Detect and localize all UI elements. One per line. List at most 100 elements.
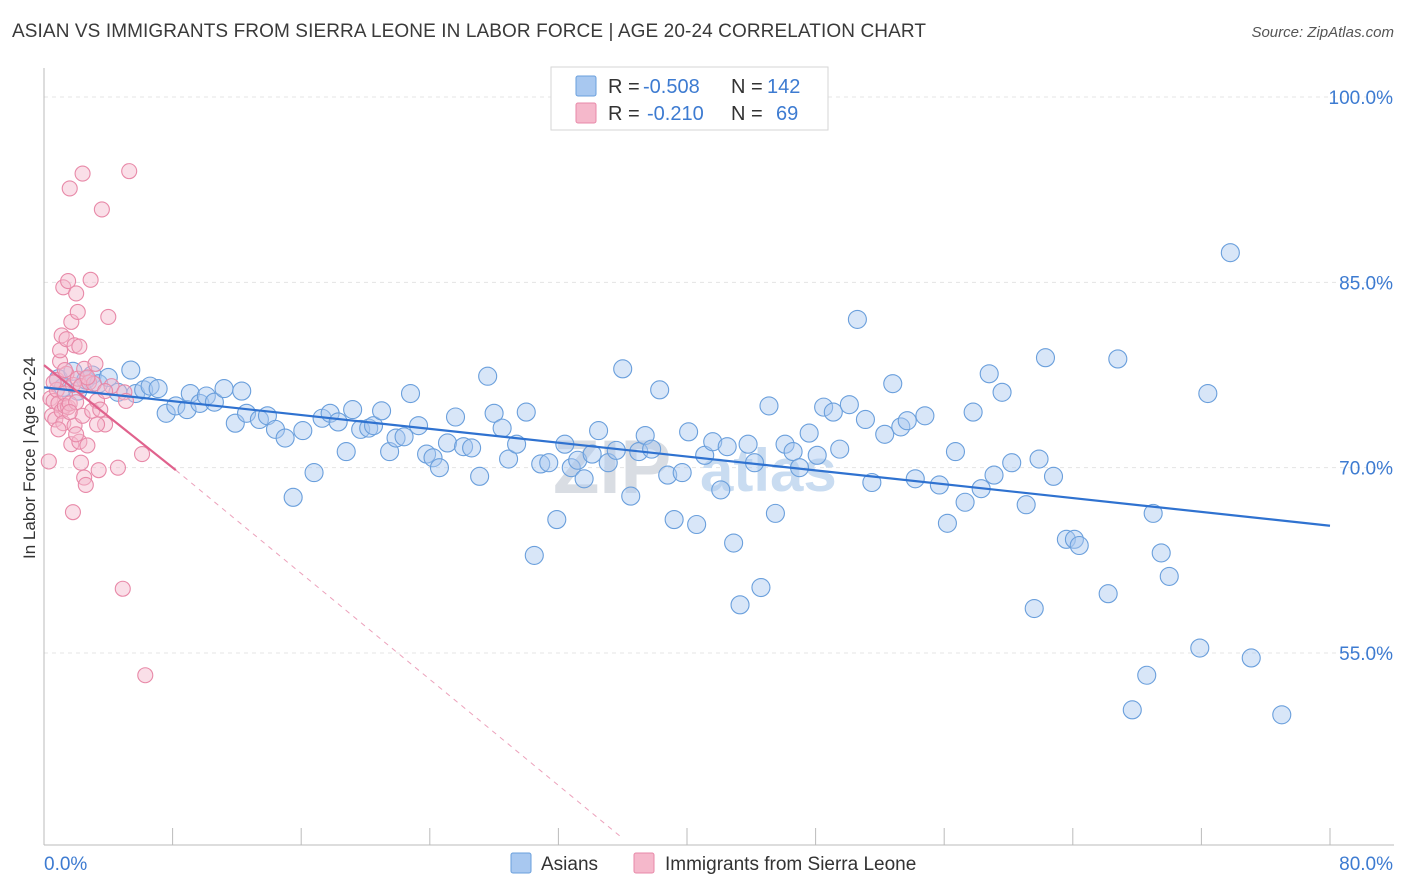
y-axis-label: In Labor Force | Age 20-24 [20,357,39,559]
bottom-legend-swatch-sierra-leone [633,852,655,874]
point-sierra-leone [85,375,102,392]
point-asians [121,360,141,380]
point-asians [394,427,414,447]
point-sierra-leone [68,394,85,411]
point-sierra-leone [97,383,114,400]
bottom-legend-swatch-asians [510,852,532,874]
point-sierra-leone [47,411,64,428]
point-sierra-leone [58,331,75,348]
point-asians [717,437,737,457]
point-sierra-leone [109,459,126,476]
stats-legend: R = -0.508 N = 142 R = -0.210 N = 69 [550,66,829,131]
y-tick-label: 55.0% [1339,644,1393,665]
point-asians [429,458,449,478]
point-asians [462,438,482,458]
point-asians [400,383,421,404]
point-asians [1137,665,1157,685]
point-asians [642,439,662,459]
point-asians [1143,503,1163,523]
point-sierra-leone [90,462,107,479]
point-asians [875,424,895,444]
point-asians [979,364,999,384]
point-sierra-leone [63,313,80,330]
point-sierra-leone [114,580,131,597]
legend-swatch-sierra-leone [575,102,597,124]
point-asians [283,487,303,507]
point-asians [992,382,1012,402]
point-asians [915,406,935,426]
point-asians [1035,348,1056,368]
point-sierra-leone [121,163,138,180]
point-asians [445,407,466,427]
point-sierra-leone [79,369,96,386]
legend-n-value-2: 69 [776,103,798,125]
point-asians [156,403,176,423]
point-sierra-leone [72,454,90,471]
legend-n-label-2: N = [731,103,763,125]
point-asians [372,401,392,421]
source-note: Source: ZipAtlas.com [1251,24,1394,41]
point-sierra-leone [100,308,117,325]
point-asians [328,412,348,432]
point-asians [823,402,843,422]
legend-r-label-2: R = [608,103,640,125]
point-asians [799,423,819,443]
bottom-legend: Asians Immigrants from Sierra Leone [510,852,916,875]
tick-labels: 100.0% 85.0% 70.0% 55.0% 0.0% 80.0% [44,88,1393,875]
point-asians [984,465,1004,485]
bottom-legend-label-asians: Asians [541,854,598,875]
point-asians [363,416,384,436]
trend-lines [43,364,1331,839]
point-asians [937,513,957,533]
point-asians [343,400,363,420]
legend-r-label-1: R = [608,76,640,98]
legend-n-label-1: N = [731,76,763,98]
chart-title: ASIAN VS IMMIGRANTS FROM SIERRA LEONE IN… [12,21,927,42]
point-asians [1069,535,1089,556]
point-sierra-leone [68,426,85,443]
trend-line-asians [43,386,1331,527]
point-asians [492,418,512,438]
point-asians [650,380,670,400]
point-asians [484,403,504,423]
y-tick-label: 85.0% [1339,273,1393,294]
point-asians [830,439,850,459]
point-sierra-leone [60,273,77,290]
point-asians [304,463,324,483]
point-sierra-leone [71,338,88,355]
point-asians [738,434,758,454]
point-asians [275,428,295,448]
point-sierra-leone [68,285,85,302]
point-sierra-leone [61,404,78,421]
point-asians [783,442,803,462]
point-asians [524,545,544,565]
point-asians [1220,243,1240,263]
scatter-points [40,163,1292,725]
point-asians [621,486,641,506]
point-asians [516,402,536,422]
point-sierra-leone [87,355,104,372]
point-asians [531,454,551,474]
point-asians [582,444,602,464]
point-asians [589,421,609,441]
bottom-legend-label-sierra-leone: Immigrants from Sierra Leone [665,854,916,875]
point-asians [1098,584,1118,604]
point-asians [1190,638,1210,658]
point-asians [905,469,925,489]
legend-r-value-1: -0.508 [643,76,700,98]
point-asians [724,533,744,553]
point-asians [664,510,684,530]
point-asians [232,381,252,401]
point-asians [1002,453,1022,473]
point-sierra-leone [40,453,57,470]
point-sierra-leone [64,504,81,521]
point-asians [1241,648,1261,668]
point-sierra-leone [82,271,99,288]
point-asians [408,416,429,436]
point-asians [148,379,168,399]
point-asians [751,577,771,598]
point-asians [539,453,559,473]
point-asians [839,395,859,415]
point-sierra-leone [50,421,67,438]
